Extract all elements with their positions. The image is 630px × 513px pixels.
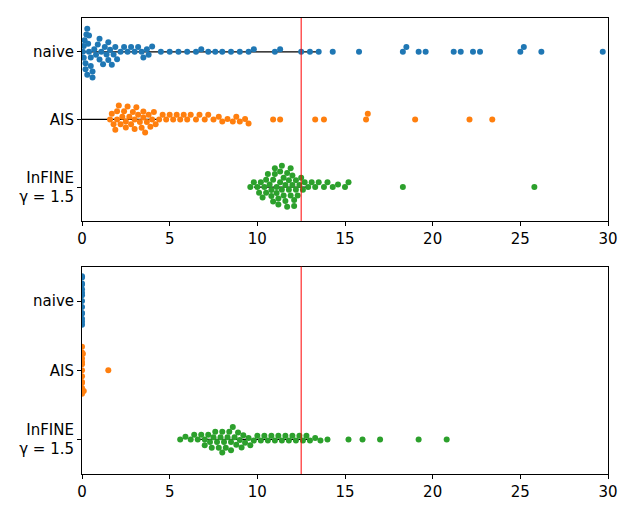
svg-text:naive: naive — [33, 292, 74, 310]
svg-text:InFINEγ = 1.5: InFINEγ = 1.5 — [19, 169, 74, 207]
svg-text:InFINEγ = 1.5: InFINEγ = 1.5 — [19, 421, 74, 459]
svg-text:10: 10 — [248, 230, 267, 248]
svg-text:AIS: AIS — [50, 111, 74, 129]
svg-text:30: 30 — [598, 230, 617, 248]
svg-text:10: 10 — [248, 483, 267, 501]
svg-text:5: 5 — [165, 230, 175, 248]
svg-text:20: 20 — [423, 483, 442, 501]
svg-text:20: 20 — [423, 230, 442, 248]
svg-text:25: 25 — [511, 230, 530, 248]
svg-text:30: 30 — [598, 483, 617, 501]
svg-text:AIS: AIS — [50, 362, 74, 380]
svg-text:15: 15 — [335, 230, 354, 248]
svg-text:25: 25 — [511, 483, 530, 501]
svg-text:15: 15 — [335, 483, 354, 501]
svg-text:5: 5 — [165, 483, 175, 501]
svg-text:0: 0 — [77, 230, 87, 248]
svg-text:naive: naive — [33, 43, 74, 61]
svg-text:0: 0 — [77, 483, 87, 501]
